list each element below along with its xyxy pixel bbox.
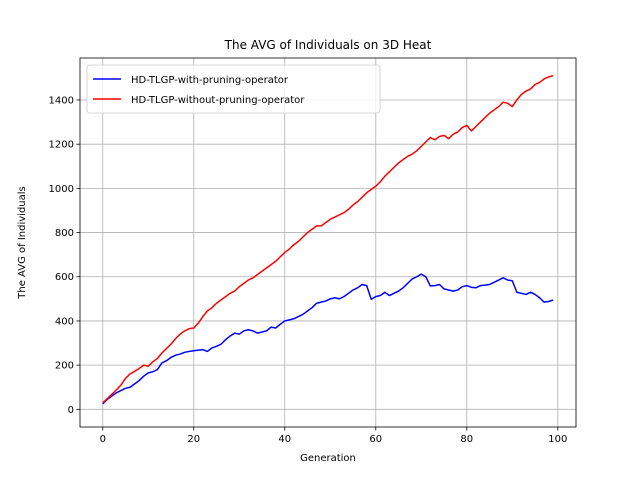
series-layer — [102, 74, 554, 405]
chart-title: The AVG of Individuals on 3D Heat — [224, 38, 432, 52]
y-tick-label: 400 — [55, 316, 74, 327]
legend-label: HD-TLGP-without-pruning-operator — [131, 95, 305, 106]
y-axis-ticks: 0 200 400 600 800 1000 1200 1400 — [49, 95, 80, 416]
y-tick-label: 1400 — [49, 95, 74, 106]
legend-label: HD-TLGP-with-pruning-operator — [131, 75, 289, 86]
y-tick-label: 1200 — [49, 140, 74, 151]
x-tick-label: 20 — [187, 434, 200, 445]
y-axis-label: The AVG of Individuals — [17, 186, 28, 299]
x-axis-ticks: 0 20 40 60 80 100 — [100, 427, 567, 445]
x-tick-label: 0 — [100, 434, 106, 445]
y-tick-label: 200 — [55, 361, 74, 372]
y-tick-label: 0 — [68, 405, 74, 416]
x-tick-label: 60 — [369, 434, 382, 445]
series-line-2 — [102, 74, 554, 404]
y-tick-label: 1000 — [49, 184, 74, 195]
y-tick-label: 800 — [55, 228, 74, 239]
axes-frame — [79, 57, 577, 428]
series-line-1 — [102, 273, 554, 405]
legend: HD-TLGP-with-pruning-operator HD-TLGP-wit… — [86, 64, 381, 114]
x-tick-label: 40 — [278, 434, 291, 445]
y-tick-label: 600 — [55, 272, 74, 283]
x-axis-label: Generation — [300, 453, 356, 464]
x-tick-label: 100 — [548, 434, 567, 445]
x-tick-label: 80 — [460, 434, 473, 445]
legend-box — [86, 64, 381, 114]
